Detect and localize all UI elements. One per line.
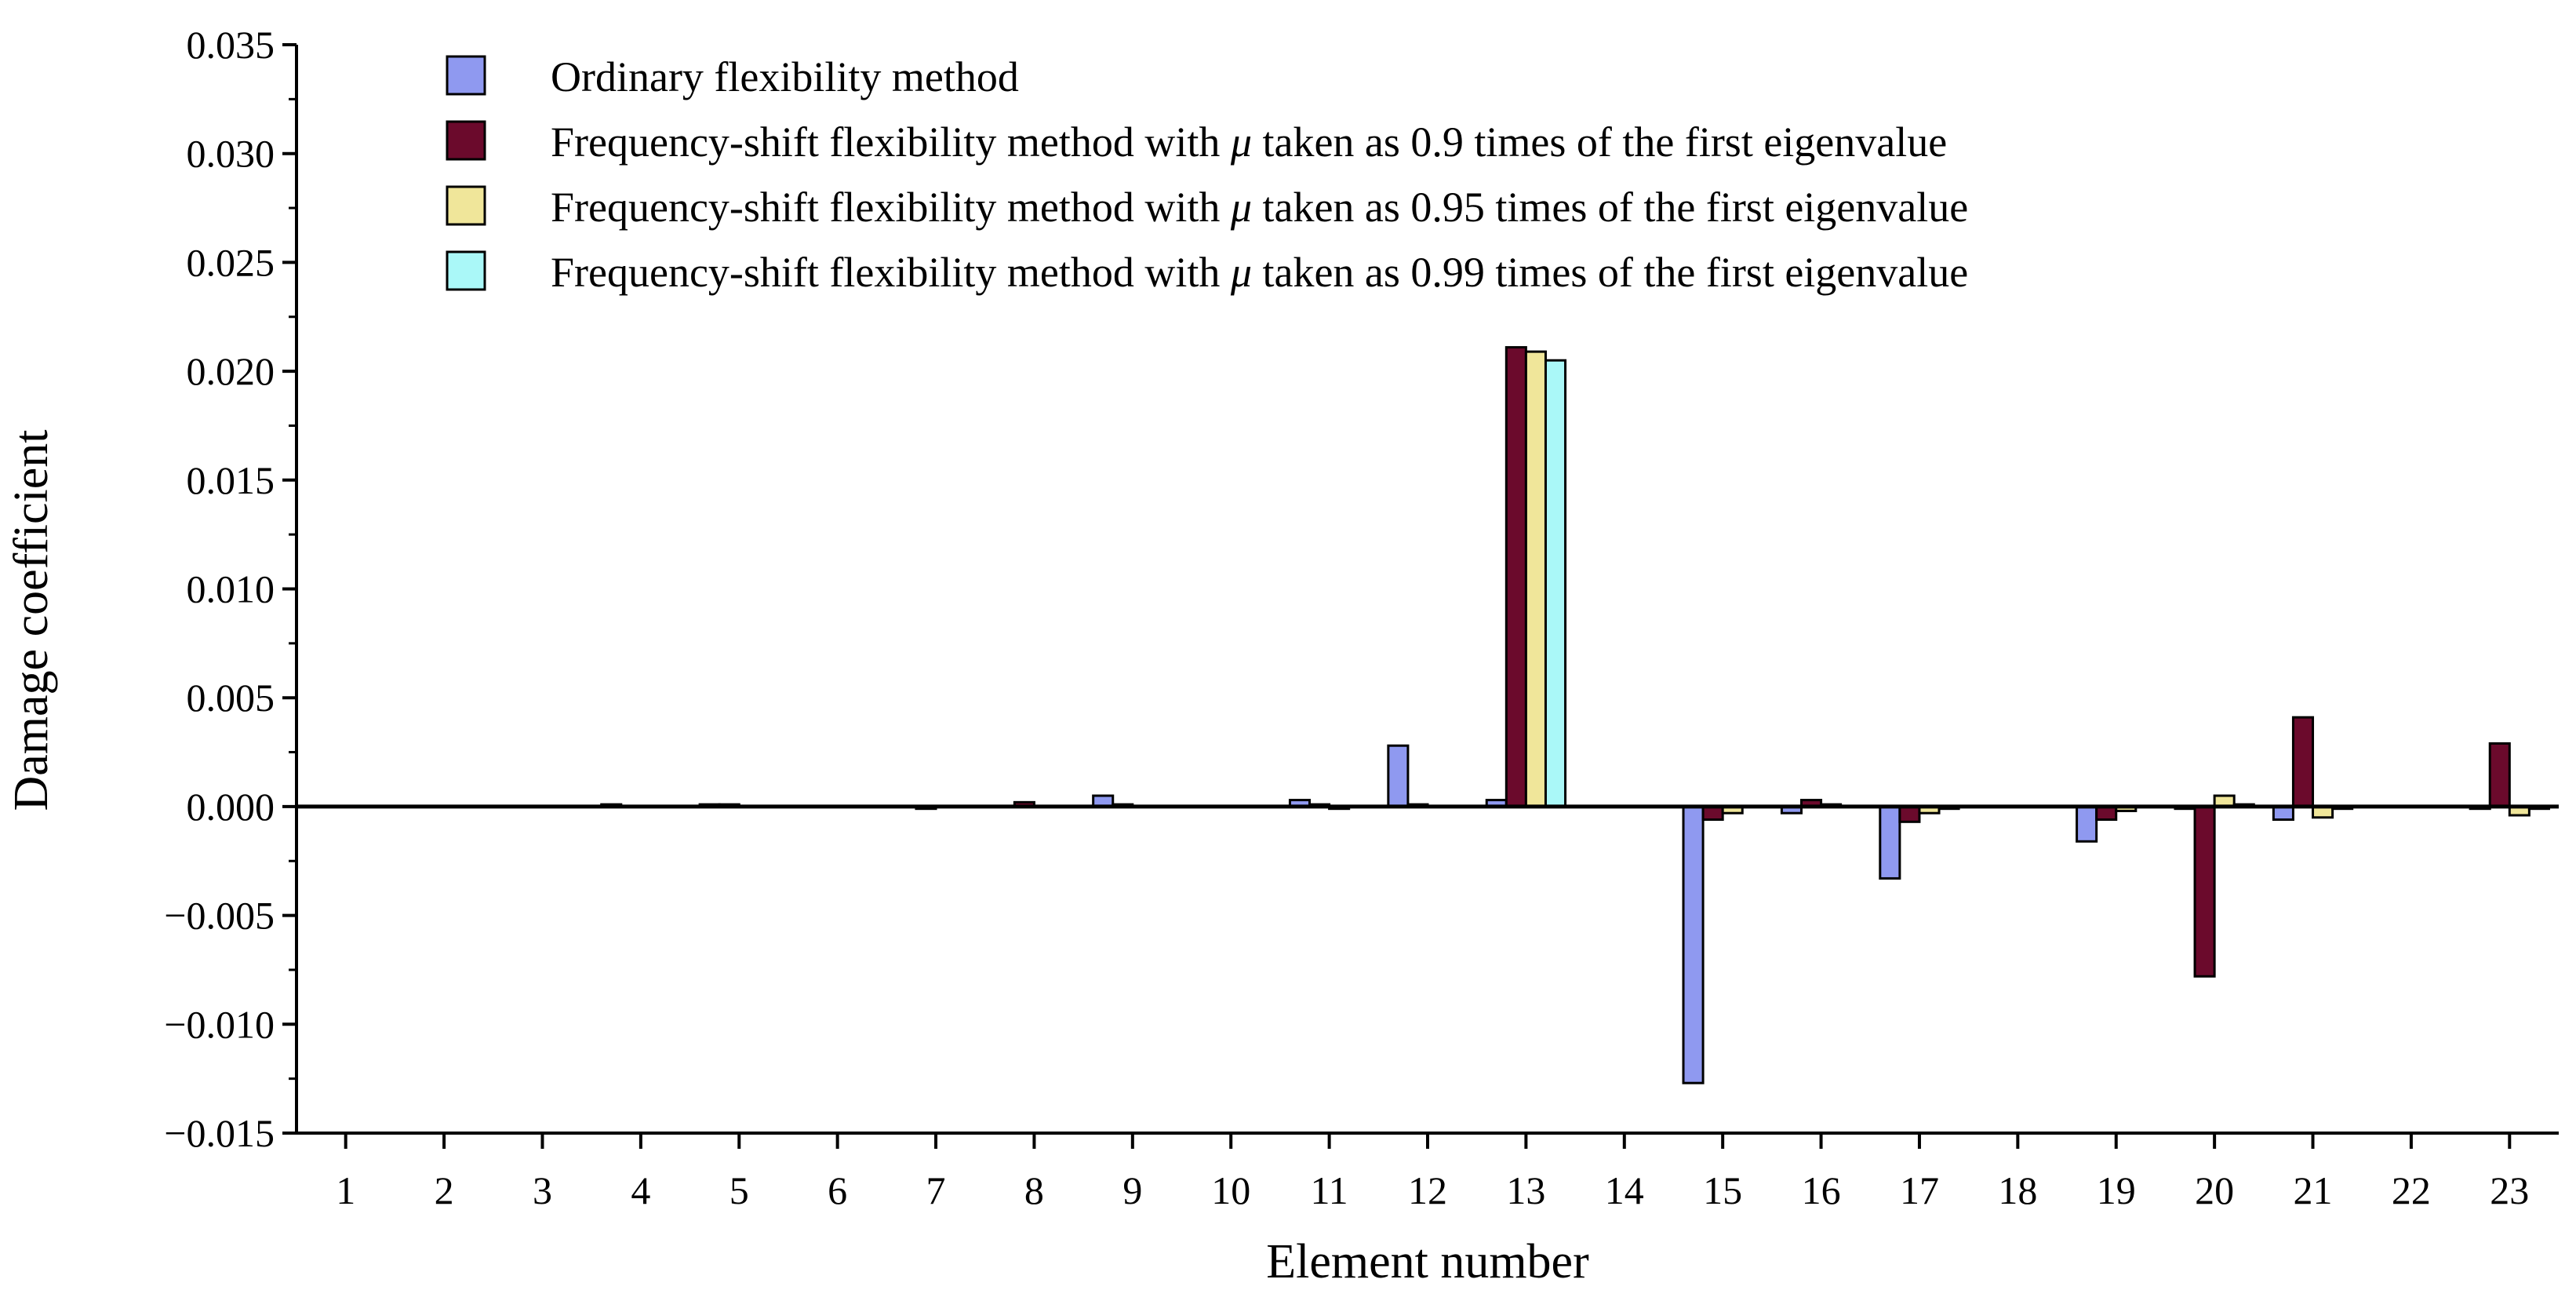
y-tick-label: 0.010 bbox=[187, 567, 275, 611]
legend-swatch-4 bbox=[446, 250, 486, 291]
bar-series-2-element-23 bbox=[2488, 742, 2511, 808]
bar-series-2-element-20 bbox=[2193, 805, 2216, 978]
legend-swatch-2 bbox=[446, 120, 486, 161]
y-tick-label: 0.015 bbox=[187, 458, 275, 502]
legend-label-2: Frequency-shift flexibility method with … bbox=[551, 118, 1947, 166]
x-tick-label: 13 bbox=[1506, 1168, 1545, 1212]
y-tick-label: 0.020 bbox=[187, 349, 275, 393]
legend: Ordinary flexibility method Frequency-shi… bbox=[446, 53, 1968, 296]
bar-series-1-element-19 bbox=[2076, 805, 2098, 843]
x-tick-label: 9 bbox=[1122, 1168, 1142, 1212]
legend-swatch-1 bbox=[446, 55, 486, 96]
x-tick-label: 14 bbox=[1605, 1168, 1644, 1212]
x-axis-title: Element number bbox=[1266, 1235, 1589, 1288]
x-tick-label: 8 bbox=[1024, 1168, 1044, 1212]
x-tick-label: 11 bbox=[1311, 1168, 1348, 1212]
x-tick-label: 1 bbox=[336, 1168, 355, 1212]
x-tick-label: 7 bbox=[926, 1168, 946, 1212]
bars-group bbox=[305, 346, 2550, 1084]
bar-series-2-element-13 bbox=[1504, 346, 1527, 808]
x-tick-label: 12 bbox=[1408, 1168, 1447, 1212]
bar-series-2-element-21 bbox=[2291, 716, 2315, 808]
x-tick-label: 5 bbox=[730, 1168, 749, 1212]
y-tick-label: 0.035 bbox=[187, 23, 275, 67]
x-tick-label: 21 bbox=[2294, 1168, 2333, 1212]
legend-label-4: Frequency-shift flexibility method with … bbox=[551, 249, 1968, 296]
bar-series-1-element-15 bbox=[1682, 805, 1705, 1084]
legend-label-3: Frequency-shift flexibility method with … bbox=[551, 184, 1968, 231]
x-tick-label: 2 bbox=[435, 1168, 454, 1212]
legend-label-1: Ordinary flexibility method bbox=[551, 53, 1019, 100]
x-tick-label: 16 bbox=[1802, 1168, 1841, 1212]
y-tick-label: −0.010 bbox=[164, 1002, 275, 1046]
x-tick-label: 18 bbox=[1998, 1168, 2037, 1212]
y-tick-label: 0.000 bbox=[187, 785, 275, 829]
bar-series-1-element-12 bbox=[1387, 744, 1410, 808]
x-tick-label: 4 bbox=[631, 1168, 650, 1212]
y-tick-label: 0.030 bbox=[187, 132, 275, 176]
y-tick-label: 0.005 bbox=[187, 676, 275, 720]
y-tick-label: −0.015 bbox=[164, 1111, 275, 1155]
x-tick-label: 22 bbox=[2392, 1168, 2431, 1212]
y-tick-label: −0.005 bbox=[164, 894, 275, 938]
x-tick-label: 10 bbox=[1211, 1168, 1250, 1212]
bar-series-4-element-13 bbox=[1544, 359, 1567, 808]
bar-series-1-element-17 bbox=[1879, 805, 1901, 880]
y-axis-title: Damage coefficient bbox=[5, 430, 58, 811]
x-tick-label: 3 bbox=[533, 1168, 552, 1212]
x-tick-label: 20 bbox=[2195, 1168, 2234, 1212]
bar-series-3-element-13 bbox=[1524, 350, 1547, 808]
y-tick-label: 0.025 bbox=[187, 240, 275, 284]
y-ticks-group: −0.015 −0.010 −0.005 0.000 0.005 0.010 0.015 0.… bbox=[164, 23, 297, 1155]
x-tick-label: 23 bbox=[2490, 1168, 2529, 1212]
x-tick-label: 17 bbox=[1900, 1168, 1939, 1212]
x-tick-label: 6 bbox=[828, 1168, 847, 1212]
x-ticks-group: 1 2 3 4 5 6 7 8 9 10 11 12 13 14 15 16 17 18 19 20 21 22 23 bbox=[336, 1133, 2529, 1212]
x-tick-label: 19 bbox=[2097, 1168, 2136, 1212]
bar-series-2-element-17 bbox=[1898, 805, 1921, 823]
legend-swatch-3 bbox=[446, 185, 486, 226]
x-tick-label: 15 bbox=[1703, 1168, 1742, 1212]
